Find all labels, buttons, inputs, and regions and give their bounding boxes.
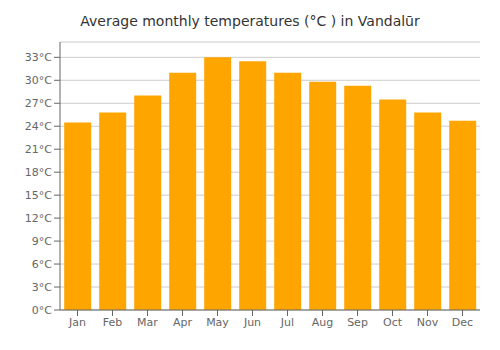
svg-text:Jun: Jun	[243, 316, 261, 329]
svg-text:33°C: 33°C	[25, 51, 52, 64]
svg-text:15°C: 15°C	[25, 189, 52, 202]
svg-text:May: May	[206, 316, 229, 329]
svg-text:Nov: Nov	[417, 316, 439, 329]
svg-text:6°C: 6°C	[32, 258, 52, 271]
html-text:Average monthly temperatures (: Average monthly temperatures (°C ) in Va…	[80, 13, 420, 29]
svg-text:Aug: Aug	[312, 316, 333, 329]
svg-text:Oct: Oct	[383, 316, 403, 329]
svg-text:Jan: Jan	[68, 316, 86, 329]
svg-text:Jul: Jul	[280, 316, 294, 329]
svg-text:21°C: 21°C	[25, 143, 52, 156]
svg-text:12°C: 12°C	[25, 212, 52, 225]
svg-text:Mar: Mar	[137, 316, 158, 329]
svg-text:0°C: 0°C	[32, 304, 52, 317]
svg-text:24°C: 24°C	[25, 120, 52, 133]
svg-text:Feb: Feb	[103, 316, 122, 329]
svg-text:Apr: Apr	[173, 316, 193, 329]
svg-text:Dec: Dec	[452, 316, 473, 329]
svg-text:30°C: 30°C	[25, 74, 52, 87]
svg-text:9°C: 9°C	[32, 235, 52, 248]
svg-text:18°C: 18°C	[25, 166, 52, 179]
svg-text:3°C: 3°C	[32, 281, 52, 294]
svg-text:Sep: Sep	[347, 316, 368, 329]
svg-text:27°C: 27°C	[25, 97, 52, 110]
